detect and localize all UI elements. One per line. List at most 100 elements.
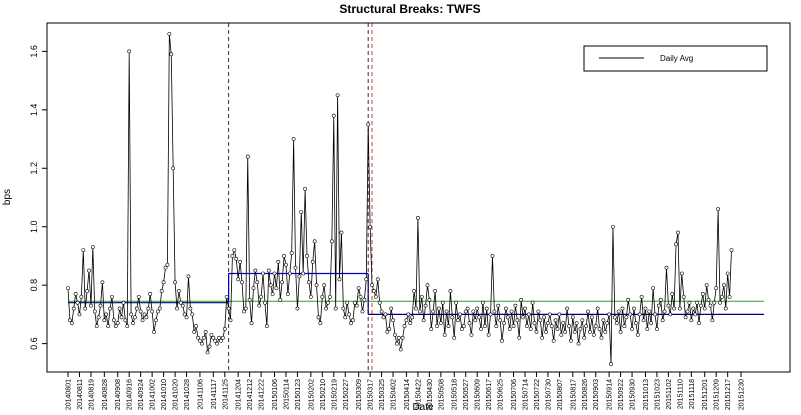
data-point [419,294,424,299]
data-point [572,330,577,334]
data-point [73,292,78,296]
data-point [416,216,420,220]
data-point [314,283,319,288]
data-point [408,321,413,326]
data-point [333,306,338,311]
data-point [157,306,162,311]
data-point [637,312,642,317]
data-point [454,300,459,305]
data-point [641,318,646,323]
data-point [584,324,589,328]
data-point [410,315,415,320]
data-point [444,309,449,314]
data-point [402,324,407,328]
data-point [591,332,596,337]
data-point [310,259,315,264]
data-point [421,318,426,323]
data-point [364,277,369,282]
data-point [614,321,619,326]
data-point [603,330,608,334]
data-point [423,303,428,308]
data-point [414,306,418,311]
data-point [702,306,707,311]
data-point [511,324,516,328]
data-point [628,312,633,317]
data-point [324,306,329,311]
data-point [534,330,539,334]
data-point [243,306,248,311]
data-point [331,113,336,118]
data-point [349,321,353,326]
data-point [685,309,690,314]
data-point [184,315,189,320]
data-point [90,245,95,250]
data-point [517,335,522,340]
data-point [182,312,187,317]
data-point [318,321,323,326]
data-point [354,303,359,308]
data-point [463,309,468,314]
data-point [144,315,149,320]
data-point [612,315,617,320]
x-tick-label: 20140819 [88,379,95,410]
data-point [660,318,665,323]
data-point [611,224,615,229]
data-point [238,259,242,264]
x-tick-label: 20141010 [161,379,168,410]
data-point [148,292,153,296]
data-point [555,327,560,331]
data-point [599,335,604,340]
data-point [335,93,340,98]
data-point [406,312,411,317]
data-point [270,292,275,296]
data-point [352,300,357,305]
data-point [140,318,145,323]
x-tick-label: 20150317 [368,379,375,410]
x-axis: 20140801 20140811 20140819 20140828 20140908… [66,371,746,410]
data-point [129,312,133,317]
y-axis-label: bps [2,189,13,205]
x-tick-label: 20140811 [77,379,84,410]
data-point [689,318,694,323]
y-tick-label: 1.4 [29,104,39,117]
data-point [649,321,654,326]
data-point [496,303,501,308]
x-tick-label: 20150930 [630,379,637,410]
x-tick-label: 20150714 [522,379,529,410]
data-point [437,306,441,311]
data-point [119,315,124,320]
data-point [251,286,256,290]
x-tick-label: 20150826 [582,379,589,410]
x-tick-label: 20150219 [331,379,338,410]
data-point [486,332,491,337]
data-point [89,303,93,308]
data-point [433,289,438,293]
data-point [285,292,290,296]
data-point [370,283,374,288]
x-tick-label: 20140801 [66,379,73,410]
data-point [523,306,527,311]
data-point [289,251,294,255]
data-point [540,335,545,340]
data-point [570,315,575,320]
data-point [542,315,547,320]
data-point [547,312,552,317]
x-tick-label: 20151230 [739,379,746,410]
data-point [561,321,566,326]
data-point [519,297,524,302]
data-point [264,324,269,328]
data-point [551,338,556,343]
data-point [435,324,439,328]
data-point [438,321,443,326]
data-point [150,309,155,314]
data-point [492,309,497,314]
data-point [87,268,91,273]
data-point [440,300,445,305]
data-point [639,294,644,299]
data-point [712,300,717,305]
data-point [458,312,462,317]
data-point [68,318,72,323]
data-point [697,321,701,326]
x-tick-label: 20150706 [511,379,518,410]
